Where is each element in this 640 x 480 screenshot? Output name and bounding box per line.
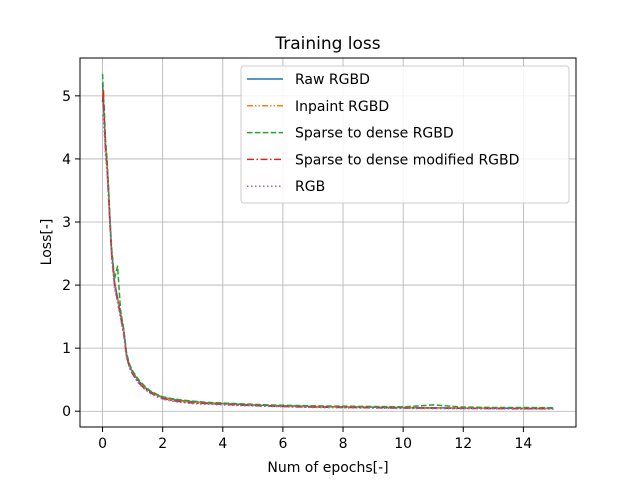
y-tick-label: 4 [62,152,71,168]
x-tick-label: 12 [454,436,472,452]
legend-label-4: RGB [295,179,325,195]
legend-label-1: Inpaint RGBD [295,99,389,115]
series-lines [101,73,554,410]
legend-entries: Raw RGBD Inpaint RGBD Sparse to dense RGBD… [247,72,519,195]
series-line-3 [101,88,554,410]
x-tick-label: 2 [158,436,167,452]
plot-frame [79,57,577,428]
y-tick-label: 2 [62,278,71,294]
legend: Raw RGBD Inpaint RGBD Sparse to dense RGBD… [240,65,570,204]
x-tick-label: 0 [98,436,107,452]
y-axis-label: Loss[-] [39,219,55,266]
legend-label-0: Raw RGBD [295,72,370,88]
legend-box [240,65,570,204]
legend-label-2: Sparse to dense RGBD [295,126,454,142]
y-tick-label: 3 [62,215,71,231]
y-tick-label: 5 [62,89,71,105]
legend-label-3: Sparse to dense modified RGBD [295,152,519,168]
y-axis-ticks: 0 1 2 3 4 5 [62,89,80,420]
x-axis-ticks: 0 2 4 6 8 10 12 14 [98,427,532,452]
y-tick-label: 0 [62,404,71,420]
chart-title: Training loss [274,34,380,54]
x-axis-label: Num of epochs[-] [267,460,388,476]
x-tick-label: 8 [339,436,348,452]
x-tick-label: 14 [514,436,532,452]
x-tick-label: 4 [218,436,227,452]
y-tick-label: 1 [62,341,71,357]
x-tick-label: 6 [278,436,287,452]
x-tick-label: 10 [394,436,412,452]
